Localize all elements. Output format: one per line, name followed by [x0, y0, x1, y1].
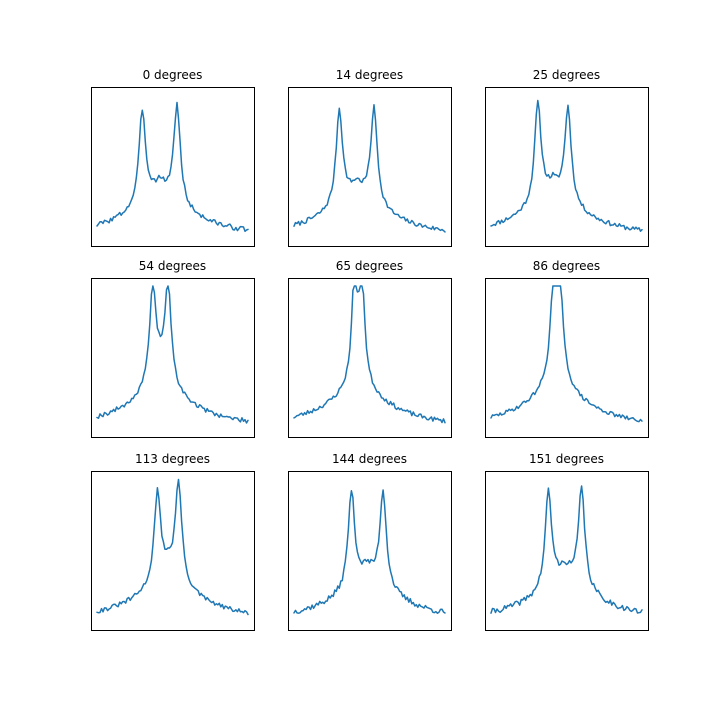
panel-title: 65 degrees [336, 259, 403, 273]
panel-title: 113 degrees [135, 452, 210, 466]
axes-frame [485, 87, 649, 247]
series-line [293, 104, 446, 233]
axes-frame [91, 471, 255, 631]
axes-frame [91, 87, 255, 247]
panel-8: 151 degrees [485, 452, 649, 631]
panels: 0 degrees 14 degrees 25 degrees 54 degrees 6… [91, 68, 649, 631]
panel-title: 86 degrees [533, 259, 600, 273]
axes-frame [485, 278, 649, 438]
panel-1: 14 degrees [288, 68, 452, 247]
axes-frame [288, 87, 452, 247]
series-line [293, 285, 446, 424]
panel-0: 0 degrees [91, 68, 255, 247]
panel-title: 151 degrees [529, 452, 604, 466]
series-line [96, 285, 249, 424]
panel-7: 144 degrees [288, 452, 452, 631]
panel-2: 25 degrees [485, 68, 649, 247]
axes-frame [91, 278, 255, 438]
axes-frame [485, 471, 649, 631]
panel-title: 144 degrees [332, 452, 407, 466]
panel-3: 54 degrees [91, 259, 255, 438]
axes-frame [288, 471, 452, 631]
series-line [490, 485, 643, 614]
axes-frame [288, 278, 452, 438]
series-line [96, 101, 249, 233]
panel-6: 113 degrees [91, 452, 255, 631]
series-line [490, 99, 643, 232]
series-line [293, 489, 446, 614]
panel-title: 54 degrees [139, 259, 206, 273]
series-line [490, 285, 643, 423]
series-line [96, 478, 249, 616]
panel-title: 25 degrees [533, 68, 600, 82]
panel-title: 14 degrees [336, 68, 403, 82]
panel-5: 86 degrees [485, 259, 649, 438]
panel-title: 0 degrees [143, 68, 203, 82]
panel-4: 65 degrees [288, 259, 452, 438]
